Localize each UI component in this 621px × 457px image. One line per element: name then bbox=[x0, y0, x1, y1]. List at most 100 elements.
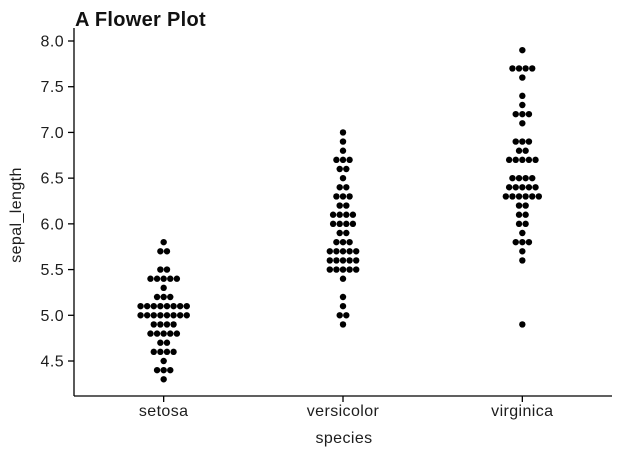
data-point-virginica bbox=[525, 184, 533, 191]
data-point-virginica bbox=[525, 110, 533, 118]
data-point-versicolor bbox=[333, 248, 340, 255]
data-point-setosa bbox=[160, 330, 167, 337]
data-point-virginica bbox=[515, 174, 523, 182]
data-point-versicolor bbox=[346, 156, 353, 164]
data-point-setosa bbox=[150, 321, 157, 328]
data-point-setosa bbox=[163, 248, 171, 255]
data-point-versicolor bbox=[336, 211, 343, 218]
data-point-versicolor bbox=[326, 266, 333, 273]
data-point-setosa bbox=[170, 312, 177, 319]
y-tick-label: 6.5 bbox=[41, 171, 64, 188]
data-point-versicolor bbox=[339, 193, 347, 200]
y-tick-label: 7.0 bbox=[41, 125, 64, 142]
data-point-versicolor bbox=[339, 257, 347, 264]
data-point-setosa bbox=[157, 266, 164, 273]
data-point-versicolor bbox=[339, 321, 347, 328]
data-point-virginica bbox=[519, 74, 526, 81]
data-point-virginica bbox=[512, 138, 519, 145]
data-point-setosa bbox=[163, 312, 171, 319]
data-point-versicolor bbox=[343, 312, 350, 319]
data-point-versicolor bbox=[339, 293, 347, 301]
data-point-versicolor bbox=[343, 184, 350, 191]
data-point-versicolor bbox=[336, 184, 343, 191]
data-point-virginica bbox=[515, 193, 523, 200]
data-point-versicolor bbox=[339, 266, 347, 273]
data-point-versicolor bbox=[329, 211, 337, 218]
data-point-virginica bbox=[532, 156, 539, 164]
data-point-versicolor bbox=[343, 229, 350, 237]
data-point-setosa bbox=[170, 321, 177, 328]
data-point-setosa bbox=[157, 248, 164, 255]
data-point-versicolor bbox=[339, 275, 347, 282]
data-point-virginica bbox=[519, 138, 526, 145]
data-point-virginica bbox=[519, 257, 526, 264]
data-point-setosa bbox=[167, 330, 174, 337]
data-point-virginica bbox=[515, 202, 523, 209]
data-point-virginica bbox=[505, 156, 513, 164]
data-point-setosa bbox=[153, 330, 161, 337]
data-point-setosa bbox=[173, 275, 181, 282]
data-point-virginica bbox=[525, 156, 533, 164]
data-point-setosa bbox=[170, 302, 177, 310]
data-point-virginica bbox=[519, 92, 526, 100]
data-point-virginica bbox=[512, 238, 519, 246]
data-point-versicolor bbox=[343, 220, 350, 228]
data-point-versicolor bbox=[343, 202, 350, 209]
data-point-setosa bbox=[163, 339, 171, 346]
data-point-setosa bbox=[176, 312, 184, 319]
data-point-virginica bbox=[519, 229, 526, 237]
chart-title: A Flower Plot bbox=[75, 9, 206, 31]
data-point-virginica bbox=[522, 174, 529, 182]
data-point-versicolor bbox=[329, 220, 337, 228]
data-point-setosa bbox=[153, 293, 161, 301]
data-point-setosa bbox=[167, 366, 174, 374]
data-point-versicolor bbox=[336, 220, 343, 228]
y-tick-label: 5.5 bbox=[41, 262, 64, 279]
data-point-setosa bbox=[160, 284, 167, 292]
data-point-setosa bbox=[147, 275, 154, 282]
data-point-versicolor bbox=[339, 138, 347, 145]
data-point-virginica bbox=[522, 147, 529, 154]
swarm-points-layer bbox=[137, 46, 543, 383]
data-point-setosa bbox=[183, 302, 190, 310]
y-tick-label: 8.0 bbox=[41, 34, 64, 51]
data-point-versicolor bbox=[353, 257, 360, 264]
data-point-virginica bbox=[535, 193, 543, 200]
data-point-setosa bbox=[160, 357, 167, 365]
y-tick-label: 4.5 bbox=[41, 354, 64, 371]
data-point-setosa bbox=[160, 376, 167, 383]
data-point-virginica bbox=[519, 120, 526, 127]
y-tick-label: 5.0 bbox=[41, 308, 64, 325]
data-point-setosa bbox=[160, 366, 167, 374]
data-point-versicolor bbox=[333, 156, 340, 164]
data-point-virginica bbox=[519, 110, 526, 118]
data-point-setosa bbox=[167, 293, 174, 301]
data-point-setosa bbox=[163, 321, 171, 328]
data-point-versicolor bbox=[336, 202, 343, 209]
data-point-virginica bbox=[522, 202, 529, 209]
data-point-virginica bbox=[522, 220, 529, 228]
data-point-setosa bbox=[157, 339, 164, 346]
data-point-versicolor bbox=[326, 248, 333, 255]
data-point-virginica bbox=[512, 156, 519, 164]
data-point-virginica bbox=[525, 138, 533, 145]
data-point-versicolor bbox=[339, 129, 347, 136]
data-point-versicolor bbox=[346, 238, 353, 246]
data-point-setosa bbox=[160, 275, 167, 282]
data-point-virginica bbox=[532, 184, 539, 191]
data-point-virginica bbox=[525, 238, 533, 246]
data-point-versicolor bbox=[336, 229, 343, 237]
data-point-virginica bbox=[515, 147, 523, 154]
data-point-versicolor bbox=[343, 211, 350, 218]
data-point-virginica bbox=[522, 211, 529, 218]
data-point-versicolor bbox=[336, 312, 343, 319]
data-point-setosa bbox=[163, 348, 171, 356]
data-point-versicolor bbox=[349, 211, 357, 218]
data-point-virginica bbox=[505, 184, 513, 191]
data-point-setosa bbox=[167, 275, 174, 282]
data-point-setosa bbox=[143, 302, 151, 310]
data-point-virginica bbox=[522, 65, 529, 72]
data-point-virginica bbox=[522, 193, 529, 200]
